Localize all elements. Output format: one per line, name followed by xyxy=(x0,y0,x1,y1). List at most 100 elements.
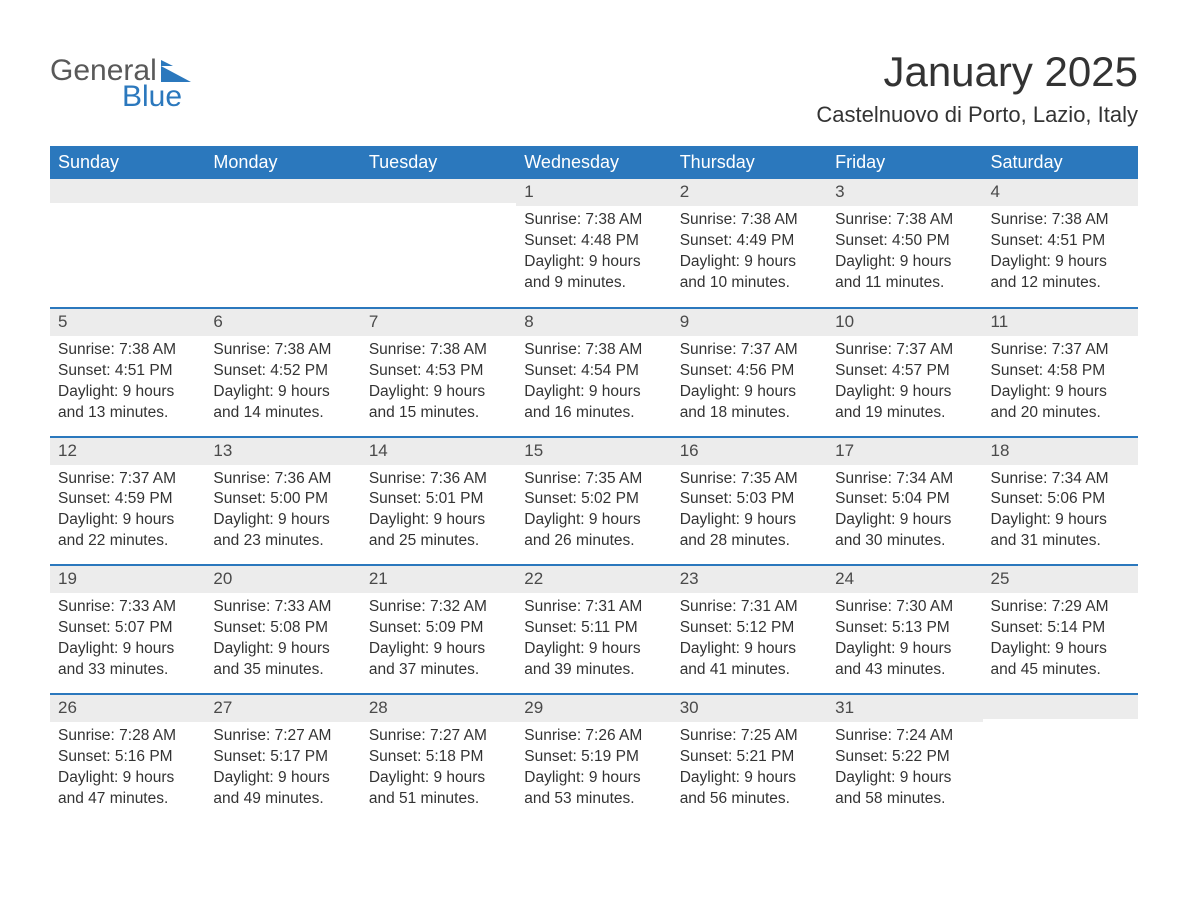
sunset-text: Sunset: 5:00 PM xyxy=(213,489,352,510)
cell-body: Sunrise: 7:38 AMSunset: 4:49 PMDaylight:… xyxy=(672,206,827,306)
day-number: 11 xyxy=(983,309,1138,336)
sunrise-text: Sunrise: 7:37 AM xyxy=(991,340,1130,361)
day1-text: Daylight: 9 hours xyxy=(213,510,352,531)
day-number xyxy=(50,179,205,203)
sunrise-text: Sunrise: 7:30 AM xyxy=(835,597,974,618)
day1-text: Daylight: 9 hours xyxy=(524,768,663,789)
day2-text: and 35 minutes. xyxy=(213,660,352,681)
day-number xyxy=(983,695,1138,719)
calendar-cell: 16Sunrise: 7:35 AMSunset: 5:03 PMDayligh… xyxy=(672,438,827,565)
cell-body: Sunrise: 7:31 AMSunset: 5:11 PMDaylight:… xyxy=(516,593,671,693)
sunset-text: Sunset: 4:59 PM xyxy=(58,489,197,510)
day-number: 14 xyxy=(361,438,516,465)
cell-body: Sunrise: 7:35 AMSunset: 5:02 PMDaylight:… xyxy=(516,465,671,565)
sunrise-text: Sunrise: 7:38 AM xyxy=(991,210,1130,231)
day-number xyxy=(205,179,360,203)
day-number: 15 xyxy=(516,438,671,465)
day-number: 12 xyxy=(50,438,205,465)
weekday-header: Monday xyxy=(205,146,360,179)
day2-text: and 15 minutes. xyxy=(369,403,508,424)
sunset-text: Sunset: 4:58 PM xyxy=(991,361,1130,382)
day-number: 22 xyxy=(516,566,671,593)
sunset-text: Sunset: 5:19 PM xyxy=(524,747,663,768)
day2-text: and 18 minutes. xyxy=(680,403,819,424)
sunset-text: Sunset: 5:03 PM xyxy=(680,489,819,510)
sunrise-text: Sunrise: 7:35 AM xyxy=(680,469,819,490)
day2-text: and 43 minutes. xyxy=(835,660,974,681)
day-number: 19 xyxy=(50,566,205,593)
day-number: 27 xyxy=(205,695,360,722)
day1-text: Daylight: 9 hours xyxy=(835,639,974,660)
day-number: 13 xyxy=(205,438,360,465)
sunrise-text: Sunrise: 7:31 AM xyxy=(524,597,663,618)
day2-text: and 47 minutes. xyxy=(58,789,197,810)
calendar-cell: 17Sunrise: 7:34 AMSunset: 5:04 PMDayligh… xyxy=(827,438,982,565)
weekday-header: Friday xyxy=(827,146,982,179)
sunrise-text: Sunrise: 7:27 AM xyxy=(369,726,508,747)
cell-body: Sunrise: 7:34 AMSunset: 5:04 PMDaylight:… xyxy=(827,465,982,565)
calendar-cell: 31Sunrise: 7:24 AMSunset: 5:22 PMDayligh… xyxy=(827,695,982,822)
week-row: 26 Sunrise: 7:28 AMSunset: 5:16 PM Dayligh… xyxy=(50,693,1138,822)
day-number: 2 xyxy=(672,179,827,206)
day1-text: Daylight: 9 hours xyxy=(369,510,508,531)
calendar-cell xyxy=(50,179,205,307)
sunset-text: Sunset: 5:11 PM xyxy=(524,618,663,639)
day-number: 31 xyxy=(827,695,982,722)
day2-text: and 20 minutes. xyxy=(991,403,1130,424)
day1-text: Daylight: 9 hours xyxy=(213,639,352,660)
day-number: 26 xyxy=(50,695,205,722)
sunrise-text: Sunrise: 7:24 AM xyxy=(835,726,974,747)
day-number: 6 xyxy=(205,309,360,336)
day1-text: Daylight: 9 hours xyxy=(680,639,819,660)
day1-text: Daylight: 9 hours xyxy=(369,382,508,403)
day2-text: and 9 minutes. xyxy=(524,273,663,294)
sunset-text: Sunset: 5:07 PM xyxy=(58,618,197,639)
calendar-cell: 28Sunrise: 7:27 AMSunset: 5:18 PMDayligh… xyxy=(361,695,516,822)
calendar-cell: 30Sunrise: 7:25 AMSunset: 5:21 PMDayligh… xyxy=(672,695,827,822)
day2-text: and 33 minutes. xyxy=(58,660,197,681)
day-number: 29 xyxy=(516,695,671,722)
sunset-text: Sunset: 5:12 PM xyxy=(680,618,819,639)
day2-text: and 11 minutes. xyxy=(835,273,974,294)
cell-body xyxy=(205,203,360,219)
sunset-text: Sunset: 4:48 PM xyxy=(524,231,663,252)
day1-text: Daylight: 9 hours xyxy=(991,382,1130,403)
sunrise-text: Sunrise: 7:37 AM xyxy=(58,469,197,490)
sunset-text: Sunset: 5:06 PM xyxy=(991,489,1130,510)
calendar-cell xyxy=(205,179,360,307)
day1-text: Daylight: 9 hours xyxy=(680,252,819,273)
title-block: January 2025 Castelnuovo di Porto, Lazio… xyxy=(816,30,1138,128)
weekday-header: Thursday xyxy=(672,146,827,179)
calendar-cell: 6Sunrise: 7:38 AMSunset: 4:52 PMDaylight… xyxy=(205,309,360,436)
day-number: 10 xyxy=(827,309,982,336)
cell-body: Sunrise: 7:25 AMSunset: 5:21 PMDaylight:… xyxy=(672,722,827,822)
page-header: General Blue January 2025 Castelnuovo di… xyxy=(50,30,1138,128)
calendar-cell: 2Sunrise: 7:38 AMSunset: 4:49 PMDaylight… xyxy=(672,179,827,307)
sunrise-text: Sunrise: 7:32 AM xyxy=(369,597,508,618)
sunset-text: Sunset: 5:16 PM xyxy=(58,747,197,768)
cell-body xyxy=(361,203,516,219)
cell-body: Sunrise: 7:37 AMSunset: 4:59 PMDaylight:… xyxy=(50,465,205,565)
calendar-cell xyxy=(361,179,516,307)
calendar-cell: 11 Sunrise: 7:37 AMSunset: 4:58 PMDayligh… xyxy=(983,309,1138,436)
sunrise-text: Sunrise: 7:28 AM xyxy=(58,726,197,747)
calendar-cell: 18Sunrise: 7:34 AMSunset: 5:06 PMDayligh… xyxy=(983,438,1138,565)
sunrise-text: Sunrise: 7:38 AM xyxy=(213,340,352,361)
calendar-cell: 25Sunrise: 7:29 AMSunset: 5:14 PMDayligh… xyxy=(983,566,1138,693)
day2-text: and 12 minutes. xyxy=(991,273,1130,294)
calendar-cell: 26Sunrise: 7:28 AMSunset: 5:16 PMDayligh… xyxy=(50,695,205,822)
day-number: 25 xyxy=(983,566,1138,593)
day-number: 9 xyxy=(672,309,827,336)
sunrise-text: Sunrise: 7:38 AM xyxy=(835,210,974,231)
sunrise-text: Sunrise: 7:38 AM xyxy=(680,210,819,231)
day1-text: Daylight: 9 hours xyxy=(369,639,508,660)
month-title: January 2025 xyxy=(816,48,1138,96)
day2-text: and 16 minutes. xyxy=(524,403,663,424)
calendar-cell: 7Sunrise: 7:38 AMSunset: 4:53 PMDaylight… xyxy=(361,309,516,436)
sunset-text: Sunset: 4:54 PM xyxy=(524,361,663,382)
sunrise-text: Sunrise: 7:25 AM xyxy=(680,726,819,747)
day2-text: and 45 minutes. xyxy=(991,660,1130,681)
logo-text-blue: Blue xyxy=(50,80,182,114)
calendar-cell: 10Sunrise: 7:37 AMSunset: 4:57 PMDayligh… xyxy=(827,309,982,436)
day1-text: Daylight: 9 hours xyxy=(835,382,974,403)
